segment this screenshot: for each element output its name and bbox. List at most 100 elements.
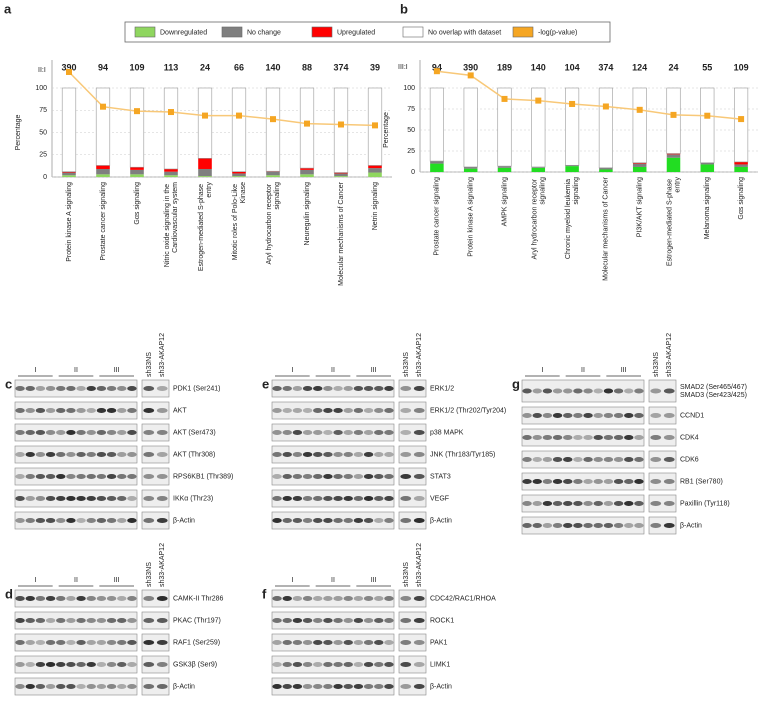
legend-label: No change [247, 29, 281, 36]
blot-strip [648, 472, 677, 491]
blot-band [272, 452, 282, 457]
blot-band [66, 386, 76, 391]
blot-band [35, 408, 46, 413]
blot-band [323, 430, 333, 435]
blot-band [96, 496, 107, 501]
blot-band [66, 518, 76, 523]
blot-band [282, 640, 292, 645]
blot-band [563, 523, 573, 528]
blot-band [292, 684, 303, 689]
bar-segment [62, 172, 76, 176]
blot-band [333, 596, 343, 601]
row-label: CAMK-II Thr286 [173, 595, 224, 602]
blot-band [15, 408, 25, 413]
blot-band [35, 662, 46, 667]
blot-band [156, 430, 168, 435]
blot-band [563, 435, 573, 440]
blot-band [583, 413, 593, 418]
blot-band [127, 684, 137, 689]
blot-strip [14, 511, 138, 530]
blot-band [384, 596, 394, 601]
blot-band [603, 523, 614, 528]
blot-strip [521, 494, 645, 513]
blot-band [603, 501, 614, 506]
blot-band [343, 474, 353, 479]
group-label: II [331, 577, 335, 584]
blot-band [624, 479, 634, 484]
x-tick-label: Prostate cancer signaling [100, 182, 107, 261]
blot-band [66, 618, 76, 623]
control-label: sh33-AKAP12 [666, 333, 673, 377]
row-label: VEGF [430, 495, 449, 502]
count-label: 104 [565, 62, 580, 72]
blot-band [313, 618, 323, 623]
blot-band [143, 684, 155, 689]
blot-band [413, 474, 425, 479]
blot-band [313, 518, 323, 523]
blot-band [86, 408, 96, 413]
blot-band [650, 479, 662, 484]
bar-segment [232, 171, 246, 174]
blot-band [282, 452, 292, 457]
line-marker [338, 121, 344, 128]
bar-segment [700, 87, 715, 164]
blot-band [613, 479, 624, 484]
blot-band [56, 386, 66, 391]
blot-band [56, 662, 66, 667]
legend-swatch [512, 26, 534, 38]
blot-band [413, 596, 425, 601]
line-marker [535, 97, 542, 104]
bar-segment [96, 168, 110, 175]
blot-band [532, 479, 542, 484]
blot-band [552, 388, 563, 394]
blot-strip [141, 467, 170, 486]
row-label: SMAD2 (Ser465/467) [680, 384, 747, 391]
blot-band [552, 435, 563, 440]
blot-band [583, 388, 593, 394]
row-label: p38 MAPK [430, 429, 464, 436]
blot-band [573, 523, 583, 528]
y-tick-label: 100 [35, 85, 47, 92]
bar-segment [300, 169, 314, 175]
blot-band [272, 518, 282, 523]
blot-band [292, 386, 303, 391]
blot-band [353, 618, 364, 623]
blot-band [96, 596, 107, 601]
blot-band [650, 435, 662, 440]
blot-band [663, 479, 675, 484]
blot-band [302, 430, 313, 435]
count-label: 39 [370, 62, 380, 72]
blot-band [374, 386, 384, 391]
blot-band [353, 684, 364, 689]
bar-segment [368, 172, 382, 177]
blot-band [45, 518, 56, 523]
blot-band [143, 474, 155, 479]
bar-segment [632, 163, 647, 167]
line-marker [304, 120, 310, 127]
blot-band [384, 496, 394, 501]
row-label: PKAC (Thr197) [173, 617, 221, 624]
bar-segment [368, 165, 382, 169]
blot-strip [271, 423, 395, 442]
bar-segment [632, 87, 647, 164]
blot-band [66, 496, 76, 501]
blot-band [663, 457, 675, 462]
bar-segment [632, 166, 647, 172]
blot-band [603, 479, 614, 484]
blot-band [35, 452, 46, 457]
blot-band [583, 501, 593, 506]
bar-segment [164, 168, 178, 172]
blot-band [272, 474, 282, 479]
blot-band [66, 684, 76, 689]
blot-band [66, 474, 76, 479]
blot-band [66, 430, 76, 435]
blot-band [292, 430, 303, 435]
legend-label: Downregulated [160, 29, 207, 36]
blot-band [302, 518, 313, 523]
bar-segment [130, 169, 144, 175]
bar-segment [599, 169, 613, 172]
blot-band [343, 408, 353, 413]
blot-band [15, 386, 25, 391]
blot-band [593, 479, 603, 484]
bar-segment [266, 171, 280, 176]
